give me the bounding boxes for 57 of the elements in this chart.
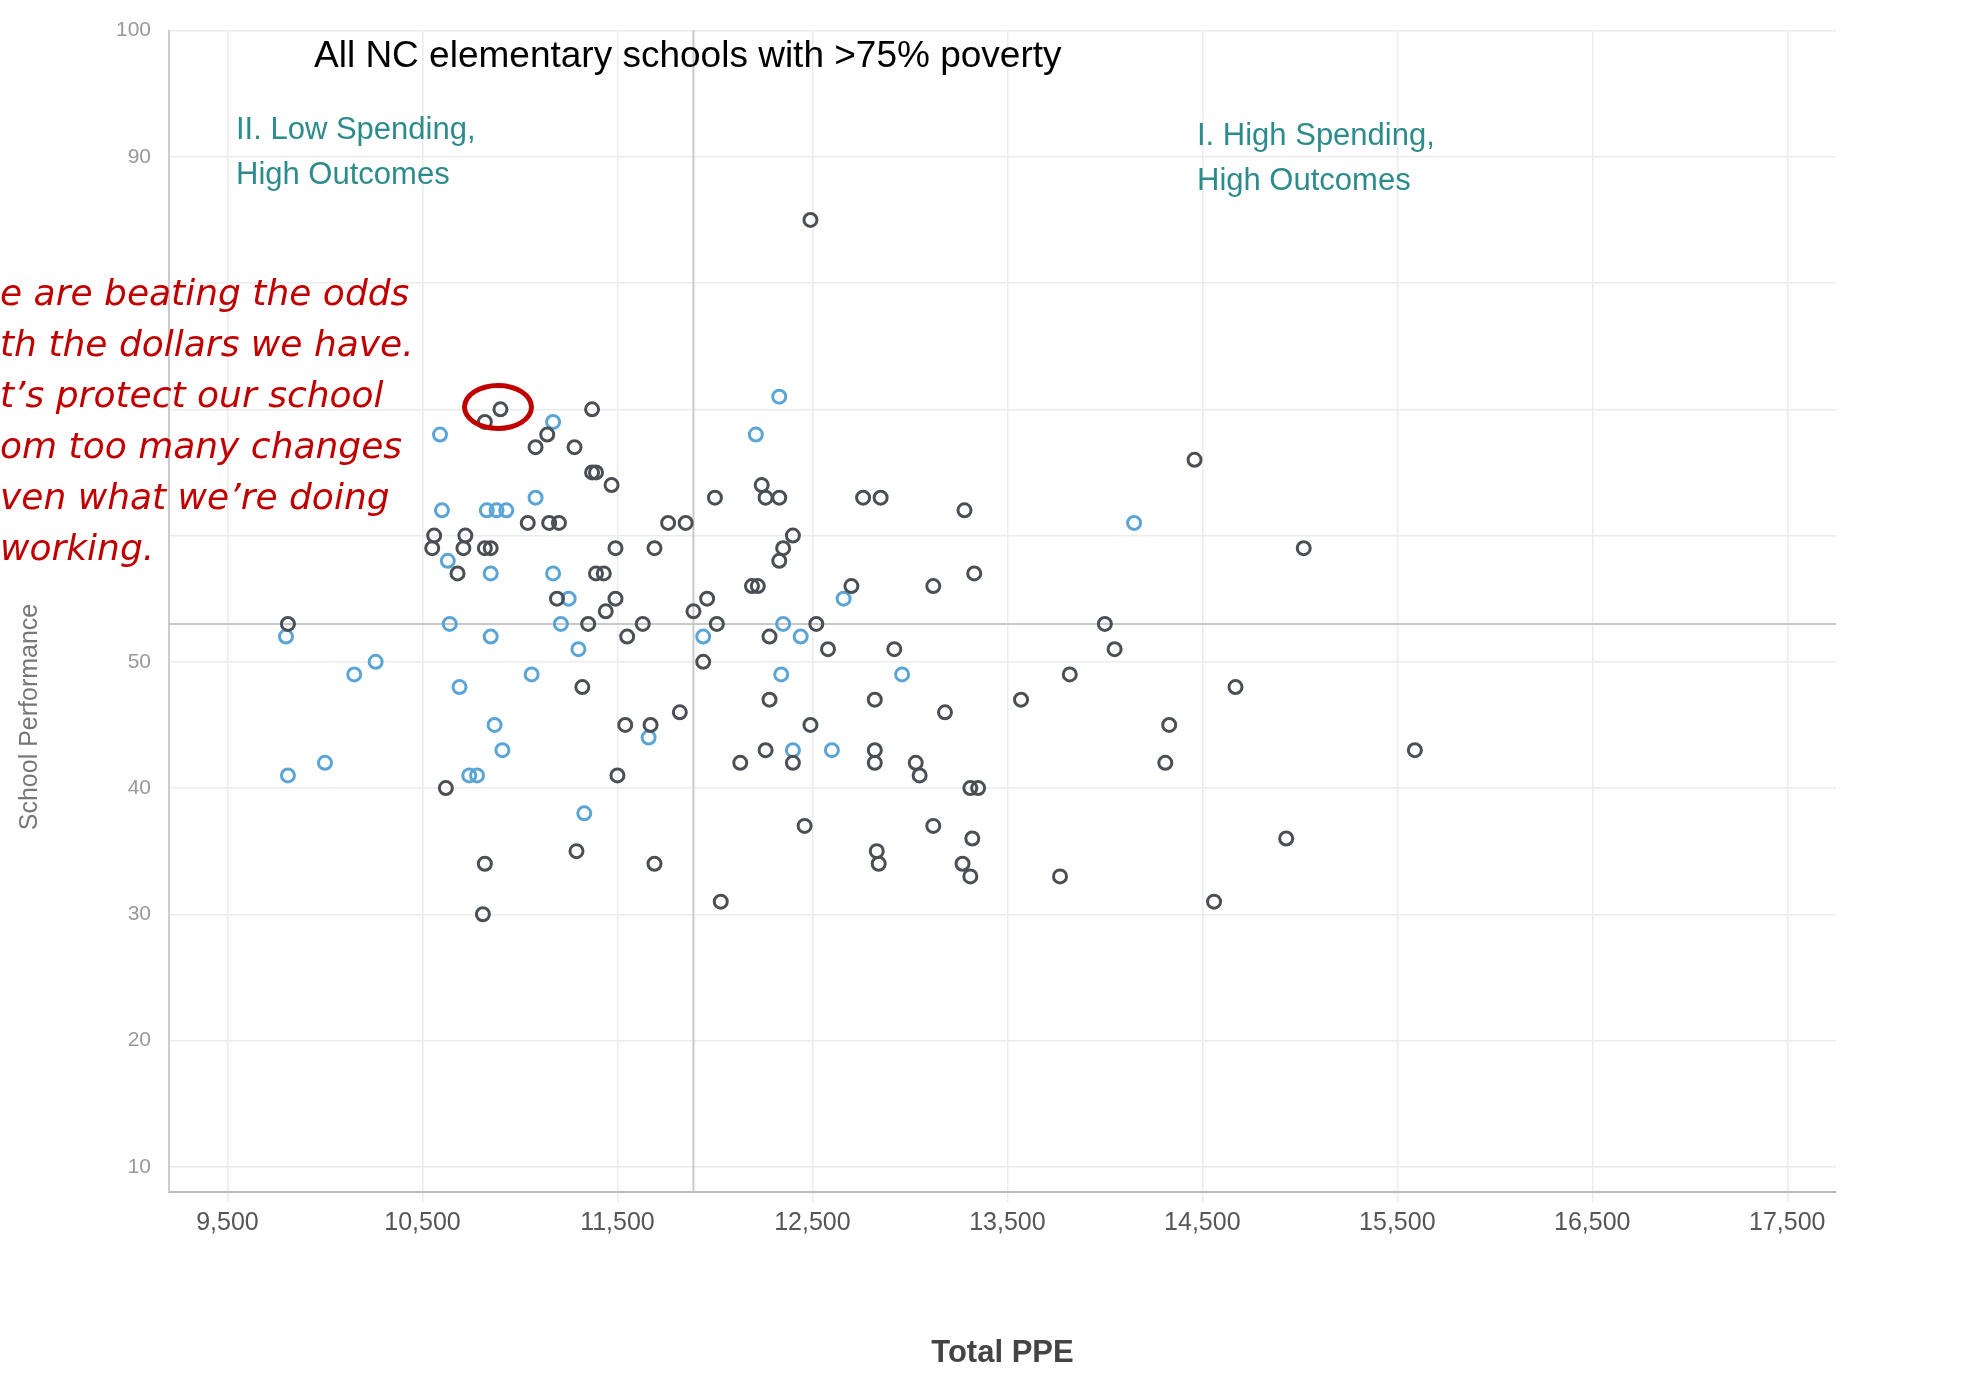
point — [478, 502, 495, 519]
y-tick-label: 50 — [127, 648, 151, 672]
x-tick-label: 10,500 — [384, 1206, 461, 1235]
y-tick-label: 10 — [127, 1153, 151, 1177]
point — [451, 679, 468, 696]
point — [494, 742, 511, 759]
point — [488, 502, 505, 519]
y-tick-label: 100 — [115, 17, 151, 41]
annotation: I. High Spending, High Outcomes — [1197, 116, 1435, 197]
point — [482, 628, 499, 645]
point — [461, 767, 478, 784]
point — [316, 754, 333, 771]
x-tick-label: 12,500 — [774, 1206, 851, 1235]
point — [367, 653, 384, 670]
point — [527, 489, 544, 506]
point — [469, 767, 486, 784]
point — [441, 615, 458, 632]
annotation: II. Low Spending, High Outcomes — [236, 110, 476, 191]
point — [433, 502, 450, 519]
point — [773, 666, 790, 683]
point — [823, 742, 840, 759]
point — [771, 388, 788, 405]
point — [346, 666, 363, 683]
x-axis-title: Total PPE — [931, 1333, 1074, 1369]
annotation: e are beating the odds th the dollars we have. t’s protect our school om too many changes ven what we’re doing working. — [0, 272, 414, 569]
point — [545, 413, 562, 430]
point — [545, 565, 562, 582]
x-tick-label: 11,500 — [580, 1206, 655, 1235]
point — [486, 716, 503, 733]
point — [432, 426, 449, 443]
x-tick-label: 17,500 — [1749, 1206, 1826, 1235]
point — [835, 590, 852, 607]
point — [552, 615, 569, 632]
point — [792, 628, 809, 645]
x-tick-label: 16,500 — [1554, 1206, 1631, 1235]
point — [695, 628, 712, 645]
y-tick-label: 40 — [127, 774, 151, 798]
x-tick-label: 9,500 — [196, 1206, 259, 1235]
point — [775, 615, 792, 632]
chart-title: All NC elementary schools with >75% poverty — [314, 34, 1063, 76]
point — [439, 552, 456, 569]
point — [523, 666, 540, 683]
x-tick-label: 14,500 — [1164, 1206, 1241, 1235]
y-tick-label: 90 — [127, 143, 151, 167]
x-tick-label: 13,500 — [969, 1206, 1046, 1235]
point — [747, 426, 764, 443]
point — [279, 767, 296, 784]
point — [482, 565, 499, 582]
point — [570, 641, 587, 658]
point — [894, 666, 911, 683]
y-tick-label: 20 — [127, 1027, 151, 1051]
x-tick-label: 15,500 — [1359, 1206, 1436, 1235]
point — [1126, 514, 1143, 531]
y-axis-title: School Performance — [13, 603, 42, 831]
point — [498, 502, 515, 519]
point — [576, 805, 593, 822]
y-tick-label: 30 — [127, 901, 151, 925]
